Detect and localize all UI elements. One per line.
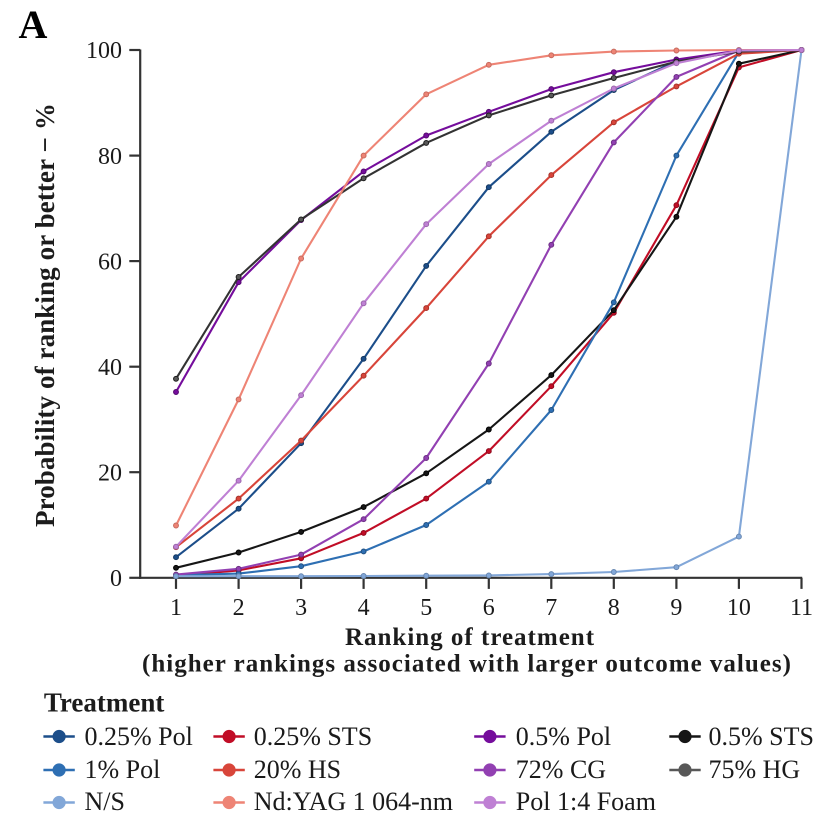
svg-text:7: 7 bbox=[545, 595, 557, 621]
svg-text:80: 80 bbox=[98, 144, 122, 170]
svg-text:0.25% Pol: 0.25% Pol bbox=[85, 722, 193, 751]
svg-text:4: 4 bbox=[358, 595, 370, 621]
svg-text:0: 0 bbox=[110, 566, 122, 592]
svg-text:75% HG: 75% HG bbox=[709, 755, 801, 784]
svg-text:1: 1 bbox=[170, 595, 182, 621]
svg-text:72% CG: 72% CG bbox=[516, 755, 606, 784]
svg-text:9: 9 bbox=[670, 595, 682, 621]
svg-text:0.5% STS: 0.5% STS bbox=[709, 722, 814, 751]
svg-text:0.5% Pol: 0.5% Pol bbox=[516, 722, 611, 751]
svg-text:Nd:YAG 1 064-nm: Nd:YAG 1 064-nm bbox=[254, 787, 453, 816]
svg-text:6: 6 bbox=[483, 595, 495, 621]
svg-text:20% HS: 20% HS bbox=[254, 755, 341, 784]
svg-text:A: A bbox=[19, 2, 48, 47]
svg-text:0.25% STS: 0.25% STS bbox=[254, 722, 372, 751]
svg-text:N/S: N/S bbox=[85, 787, 125, 816]
svg-text:(higher rankings associated wi: (higher rankings associated with larger … bbox=[142, 651, 792, 678]
svg-text:11: 11 bbox=[790, 595, 813, 621]
svg-text:8: 8 bbox=[608, 595, 620, 621]
svg-text:10: 10 bbox=[727, 595, 751, 621]
svg-text:Ranking of treatment: Ranking of treatment bbox=[345, 624, 595, 651]
svg-text:2: 2 bbox=[233, 595, 245, 621]
svg-text:5: 5 bbox=[420, 595, 432, 621]
svg-text:Pol 1:4 Foam: Pol 1:4 Foam bbox=[516, 787, 656, 816]
svg-text:3: 3 bbox=[295, 595, 307, 621]
svg-text:Probability of ranking or bett: Probability of ranking or better − % bbox=[30, 103, 60, 527]
svg-text:1% Pol: 1% Pol bbox=[85, 755, 161, 784]
svg-text:100: 100 bbox=[86, 38, 122, 64]
svg-text:60: 60 bbox=[98, 249, 122, 275]
svg-text:Treatment: Treatment bbox=[44, 688, 164, 718]
svg-text:40: 40 bbox=[98, 355, 122, 381]
svg-text:20: 20 bbox=[98, 460, 122, 486]
